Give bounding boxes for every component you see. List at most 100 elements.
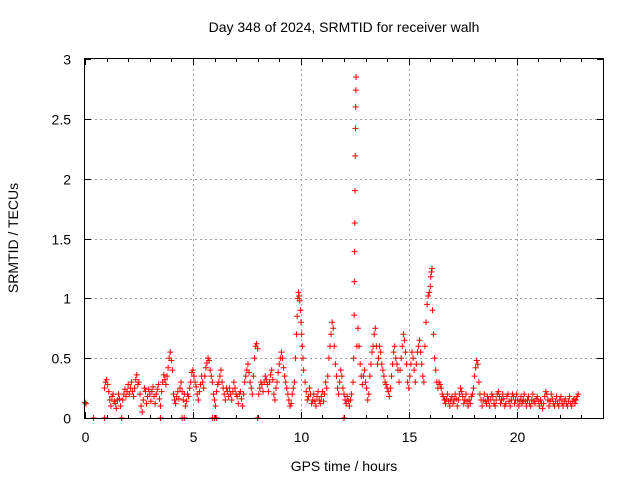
data-point — [556, 397, 563, 404]
data-point — [331, 343, 338, 350]
data-point — [224, 388, 231, 395]
data-point — [262, 373, 269, 380]
data-point — [493, 397, 500, 404]
data-point — [299, 355, 306, 362]
data-point — [211, 397, 218, 404]
data-point — [244, 361, 251, 368]
data-point — [113, 405, 120, 412]
data-point — [135, 379, 142, 386]
data-point — [499, 391, 506, 398]
data-point — [351, 219, 358, 226]
data-point — [357, 361, 364, 368]
data-point — [457, 385, 464, 392]
data-point — [267, 371, 274, 378]
data-point — [288, 400, 295, 407]
data-point — [317, 400, 324, 407]
data-point — [335, 391, 342, 398]
data-point — [413, 361, 420, 368]
data-point — [148, 388, 155, 395]
data-point — [339, 385, 346, 392]
data-point — [378, 361, 385, 368]
x-tick-label: 10 — [294, 429, 310, 445]
data-point — [455, 397, 462, 404]
data-point — [226, 385, 233, 392]
data-point — [399, 343, 406, 350]
data-point — [229, 388, 236, 395]
data-point — [149, 383, 156, 390]
data-point — [475, 379, 482, 386]
data-point — [391, 343, 398, 350]
data-point — [430, 331, 437, 338]
data-point — [298, 319, 305, 326]
data-point — [101, 385, 108, 392]
data-point — [123, 393, 130, 400]
data-point — [168, 357, 175, 364]
data-point — [363, 385, 370, 392]
data-point — [296, 297, 303, 304]
data-point — [513, 391, 520, 398]
data-point — [442, 400, 449, 407]
data-point — [385, 388, 392, 395]
data-point — [517, 393, 524, 400]
data-point — [138, 403, 145, 410]
data-point — [302, 379, 309, 386]
data-point — [344, 393, 351, 400]
data-point — [396, 379, 403, 386]
data-point — [285, 397, 292, 404]
data-point — [458, 388, 465, 395]
data-point — [392, 355, 399, 362]
data-point — [415, 343, 422, 350]
data-point — [112, 400, 119, 407]
data-point — [105, 388, 112, 395]
data-point — [404, 379, 411, 386]
data-point — [290, 385, 297, 392]
data-point — [311, 398, 318, 405]
data-point — [388, 373, 395, 380]
data-point — [416, 337, 423, 344]
y-tick-label: 1 — [63, 291, 71, 307]
data-point — [510, 393, 517, 400]
data-point — [410, 355, 417, 362]
data-point — [291, 379, 298, 386]
data-point — [419, 373, 426, 380]
data-point — [432, 367, 439, 374]
data-point — [266, 379, 273, 386]
data-point — [241, 379, 248, 386]
data-point — [525, 393, 532, 400]
data-point — [208, 373, 215, 380]
data-point — [449, 400, 456, 407]
data-point — [154, 386, 161, 393]
data-point — [256, 385, 263, 392]
data-point — [161, 376, 168, 383]
data-point — [575, 391, 582, 398]
data-point — [274, 379, 281, 386]
data-point — [511, 400, 518, 407]
data-point — [200, 385, 207, 392]
data-point — [104, 381, 111, 388]
data-point — [240, 391, 247, 398]
data-point — [325, 355, 332, 362]
data-point — [312, 403, 319, 410]
data-point — [454, 403, 461, 410]
data-point — [338, 373, 345, 380]
data-point — [355, 325, 362, 332]
data-point — [210, 391, 217, 398]
data-point — [352, 103, 359, 110]
y-axis-label: SRMTID / TECUs — [5, 183, 21, 293]
y-tick-label: 2 — [63, 172, 71, 188]
data-point — [427, 283, 434, 290]
y-tick-label: 0 — [63, 411, 71, 427]
data-point — [387, 385, 394, 392]
data-point — [383, 381, 390, 388]
data-point — [448, 393, 455, 400]
data-point — [426, 289, 433, 296]
data-point — [424, 301, 431, 308]
data-point — [289, 391, 296, 398]
data-point — [398, 355, 405, 362]
data-point — [446, 403, 453, 410]
data-point — [182, 403, 189, 410]
data-point — [271, 397, 278, 404]
data-point — [116, 395, 123, 402]
data-point — [171, 397, 178, 404]
data-point — [356, 343, 363, 350]
